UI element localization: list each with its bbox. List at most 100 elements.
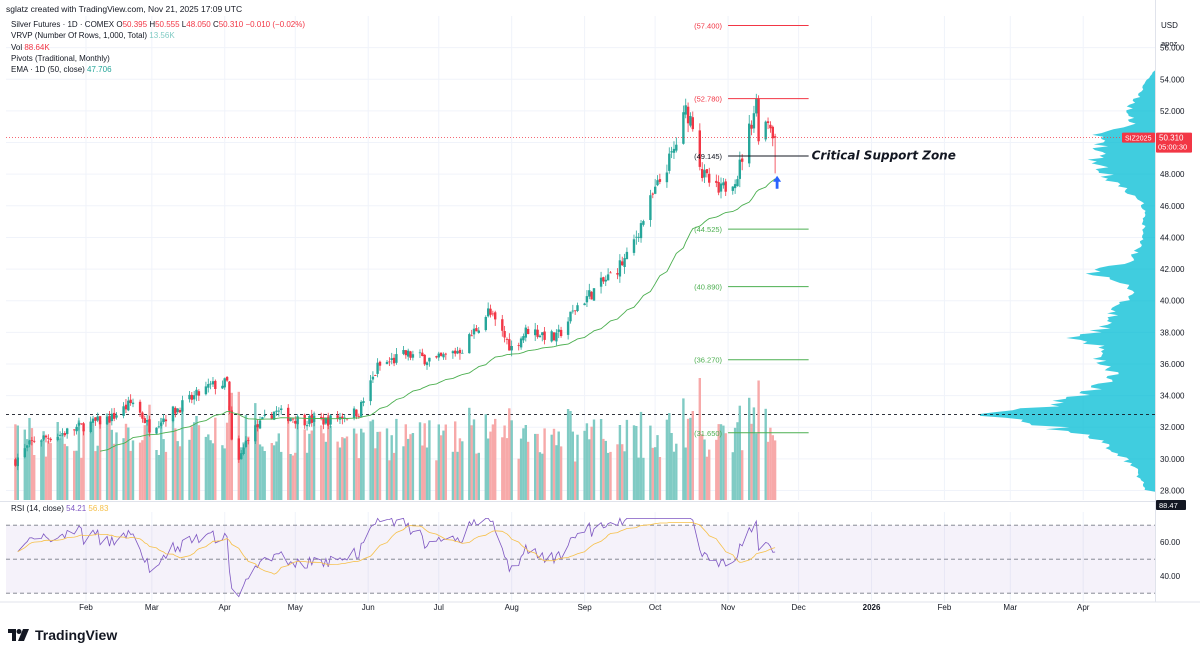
volume-bar [454, 421, 457, 500]
volume-bar [585, 423, 589, 500]
candle-body [736, 179, 739, 187]
candle-body [599, 277, 603, 287]
candle-body [204, 386, 208, 395]
candle-body [461, 352, 464, 354]
legend-ema-row[interactable]: EMA · 1D (50, close) 47.706 [11, 64, 305, 75]
candle-body [388, 361, 391, 363]
pivot-label-2: (49.145) [694, 152, 722, 161]
volume-bar [66, 446, 69, 500]
rsi-ma-value: 56.83 [88, 504, 109, 513]
symbol-name: Silver Futures · 1D · COMEX [11, 20, 115, 29]
volume-bar [275, 441, 278, 500]
candle-body [635, 236, 638, 238]
candle-body [91, 418, 95, 423]
candle-body [689, 116, 692, 126]
volume-bar [522, 428, 525, 500]
volume-bar [247, 436, 250, 500]
volume-bar [444, 424, 447, 500]
candle-body [566, 321, 570, 335]
candle-body [703, 170, 706, 178]
candle-body [129, 399, 132, 403]
legend-pivots-row[interactable]: Pivots (Traditional, Monthly) [11, 53, 305, 64]
time-tick-8: Oct [649, 603, 662, 612]
volume-bar [294, 452, 297, 500]
candle-body [322, 417, 325, 425]
candle-body [242, 447, 245, 454]
candle-body [244, 440, 248, 447]
volume-bar [682, 398, 685, 500]
volume-bar [689, 417, 692, 500]
candle-body [209, 383, 212, 385]
tradingview-logo[interactable]: TradingView [8, 627, 117, 643]
candle-body [741, 158, 744, 162]
candles [14, 93, 777, 471]
volume-bar [550, 434, 553, 500]
candle-body [374, 375, 377, 376]
candle-body [623, 258, 626, 267]
candle-body [148, 419, 151, 433]
candle-body [559, 329, 563, 336]
rsi-legend[interactable]: RSI (14, close) 54.21 56.83 [11, 504, 108, 513]
volume-bar [204, 436, 208, 500]
volume-bar [105, 413, 109, 500]
candle-body [145, 420, 149, 422]
candle-body [606, 274, 610, 281]
legend-vol-row[interactable]: Vol 88.64K [11, 42, 305, 53]
volume-bar [115, 432, 118, 500]
candle-body [588, 290, 591, 297]
candle-body [360, 401, 363, 417]
volume-bar [635, 426, 638, 500]
volume-bar [277, 433, 280, 500]
candle-body [421, 352, 424, 356]
volume-bar [717, 424, 720, 500]
legend-symbol-row[interactable]: Silver Futures · 1D · COMEX O50.395 H50.… [11, 19, 305, 30]
volume-bar [425, 447, 429, 500]
volume-bar [555, 445, 558, 500]
volume-bar [621, 444, 624, 500]
overlays: Critical Support Zone SIZ2025 50.31005:00:… [6, 132, 1192, 510]
volume-bar [129, 450, 132, 500]
candle-body [733, 184, 737, 189]
volume-bar [569, 411, 572, 500]
candle-body [719, 183, 723, 192]
volume-bar [162, 439, 165, 500]
volume-tag-bg [1156, 500, 1186, 510]
volume-bar [418, 422, 422, 500]
volume-bar [752, 407, 756, 500]
volume-bar [541, 453, 544, 500]
volume-bar [230, 392, 233, 500]
price-tag-bg [1156, 132, 1192, 153]
volume-bar [769, 427, 772, 500]
pivot-label-6: (31.650) [694, 429, 722, 438]
volume-bar [378, 431, 382, 500]
price-tick-13: 54.000 [1160, 75, 1185, 84]
candle-body [294, 420, 297, 424]
volume-bar [23, 429, 26, 500]
time-tick-5: Jul [434, 603, 444, 612]
candle-body [522, 336, 525, 341]
volume-bar [705, 456, 709, 500]
volume-bar [637, 457, 640, 500]
volume-bar [374, 448, 377, 500]
volume-bar [225, 422, 229, 500]
candle-body [404, 350, 407, 356]
candle-body [211, 381, 215, 385]
candle-body [590, 291, 593, 300]
candle-body [717, 182, 720, 193]
volume-bar [345, 436, 349, 500]
volume-bar [303, 429, 306, 500]
currency-label[interactable]: USD [1161, 21, 1178, 30]
volume-bar [609, 451, 612, 500]
candle-body [477, 330, 480, 333]
candle-body [272, 411, 276, 420]
volume-bar [96, 445, 99, 500]
candle-body [670, 151, 673, 153]
candle-body [491, 313, 495, 315]
volume-bar [91, 422, 95, 500]
volume-bar [639, 411, 643, 500]
candle-body [308, 416, 311, 425]
candle-body [58, 434, 62, 436]
legend-vrvp-row[interactable]: VRVP (Number Of Rows, 1,000, Total) 13.5… [11, 30, 305, 41]
volume-bar [491, 424, 495, 500]
volume-bars [14, 378, 777, 500]
